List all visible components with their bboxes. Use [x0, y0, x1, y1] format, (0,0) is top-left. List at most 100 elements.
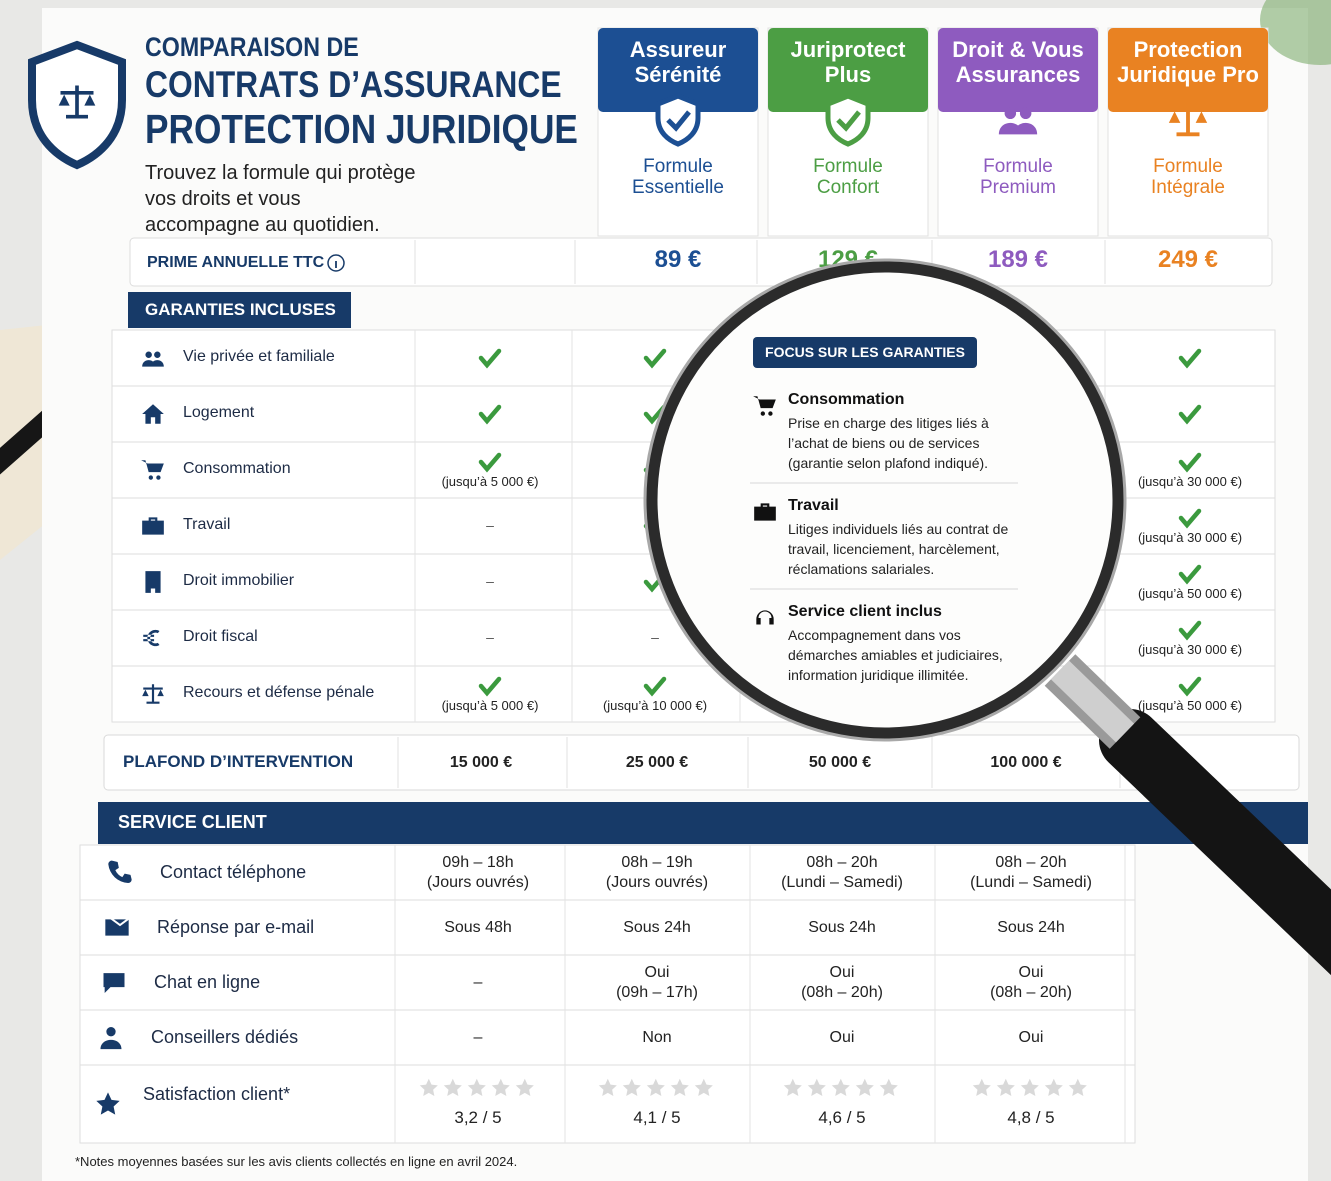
title-line: PROTECTION JURIDIQUE: [145, 106, 578, 152]
cell-text: Sous 24h: [997, 918, 1065, 936]
check-mark: [643, 348, 667, 369]
title-line: CONTRATS D’ASSURANCE: [145, 64, 562, 105]
mail-flap: [104, 913, 136, 927]
cell-text: Oui (08h – 20h): [990, 963, 1072, 1001]
star-empty: [598, 1078, 617, 1096]
star-empty: [646, 1078, 665, 1096]
check-mark: [1178, 620, 1202, 641]
subtitle: Trouvez la formule qui protège vos droit…: [145, 162, 416, 236]
lens-rim-shine: [643, 258, 1127, 742]
card-head: [768, 28, 928, 112]
star-empty: [996, 1078, 1015, 1096]
plant: [1260, 0, 1331, 65]
check-mark: [478, 348, 502, 369]
handle-collar: [1050, 660, 1135, 743]
cell-text: –: [473, 973, 483, 991]
cell-text: Oui (08h – 20h): [801, 963, 883, 1001]
cell-note: (jusqu’à 50 000 €): [1137, 586, 1243, 601]
focus-icon: [756, 610, 774, 625]
check-mark: [1178, 508, 1202, 529]
row-icon: [145, 571, 161, 593]
row-icon: [103, 973, 125, 993]
info-icon: [327, 254, 345, 272]
cell-text: Oui: [1018, 1028, 1044, 1046]
star-empty: [831, 1078, 850, 1096]
provider-formula: Formule Confort: [813, 156, 883, 198]
row-label: Réponse par e-mail: [157, 916, 315, 937]
cell-text: –: [486, 629, 494, 645]
card-icon: [666, 110, 691, 132]
star-empty: [855, 1078, 874, 1096]
cell-text: Oui: [829, 1028, 855, 1046]
row-icon: [100, 1027, 122, 1050]
cell-text: Oui (09h – 17h): [616, 963, 698, 1001]
star-empty: [694, 1078, 713, 1096]
provider-name: Droit & Vous Assurances: [952, 37, 1084, 87]
check-mark: [478, 404, 502, 425]
check-mark: [478, 676, 502, 697]
row-icon: [108, 860, 132, 883]
row: [79, 844, 1136, 901]
focus-item-title: Travail: [788, 497, 839, 514]
provider-formula: Formule Intégrale: [1151, 156, 1225, 198]
cell-note: (jusqu’à 5 000 €): [441, 474, 539, 489]
row-label: Travail: [183, 516, 231, 533]
row-label: Conseillers dédiés: [151, 1026, 299, 1047]
price: 89 €: [654, 246, 702, 273]
cell-note: (jusqu’à 5 000 €): [441, 698, 539, 713]
cell-text: Sous 24h: [623, 918, 691, 936]
provider-formula: Formule Essentielle: [632, 156, 724, 198]
cell-text: Non: [642, 1028, 672, 1046]
card-icon: [1168, 101, 1208, 137]
cell-note: (jusqu’à 30 000 €): [1137, 530, 1243, 545]
row-label: Droit fiscal: [183, 628, 258, 645]
check-mark: [1178, 404, 1202, 425]
cell-text: 09h – 18h (Jours ouvrés): [426, 853, 530, 891]
cell-text: Sous 24h: [808, 918, 876, 936]
star-empty: [1044, 1078, 1063, 1096]
star-empty: [1020, 1078, 1039, 1096]
cell-note: (jusqu’à 10 000 €): [602, 698, 708, 713]
star-empty: [515, 1078, 534, 1096]
provider-name: Juriprotect Plus: [790, 37, 906, 87]
row-label: Consommation: [183, 460, 291, 477]
card-icon: [836, 110, 861, 132]
ceiling-row: [103, 734, 1300, 791]
card-icon: [655, 93, 701, 147]
title-line: COMPARAISON DE: [145, 32, 359, 62]
focus-title: FOCUS SUR LES GARANTIES: [765, 344, 965, 360]
row-icon: [142, 684, 164, 704]
focus-item-title: Service client inclus: [788, 603, 942, 620]
row-icon: [142, 351, 164, 367]
star-empty: [419, 1078, 438, 1096]
row-label: Logement: [183, 404, 255, 421]
check-mark: [1178, 676, 1202, 697]
section-tab: [128, 292, 351, 328]
logo-scale: [58, 85, 96, 119]
row-icon: [142, 517, 164, 535]
provider-name: Assureur Sérénité: [629, 37, 727, 87]
star-empty: [879, 1078, 898, 1096]
focus-tab: [753, 337, 977, 368]
cell-note: (jusqu’à 30 000 €): [1137, 642, 1243, 657]
row-label: Recours et défense pénale: [183, 684, 375, 701]
lens-rim: [644, 259, 1126, 741]
ceiling-label: PLAFOND D’INTERVENTION: [123, 752, 354, 771]
card-head: [938, 28, 1098, 112]
provider-formula: Formule Premium: [979, 156, 1056, 198]
cell-text: Sous 48h: [444, 918, 512, 936]
cell-text: 08h – 19h (Jours ouvrés): [605, 853, 709, 891]
rating-label: 4,8 / 5: [1007, 1108, 1055, 1127]
row-icon: [141, 460, 164, 480]
focus-item-text: Accompagnement dans vos démarches amiabl…: [788, 627, 1003, 683]
price-label: PRIME ANNUELLE TTC: [147, 254, 325, 271]
star-empty: [670, 1078, 689, 1096]
price: 189 €: [987, 246, 1049, 273]
handle-grip: [1099, 709, 1331, 976]
rating-label: 3,2 / 5: [454, 1108, 502, 1127]
star-empty: [491, 1078, 510, 1096]
row-icon: [96, 1092, 120, 1115]
